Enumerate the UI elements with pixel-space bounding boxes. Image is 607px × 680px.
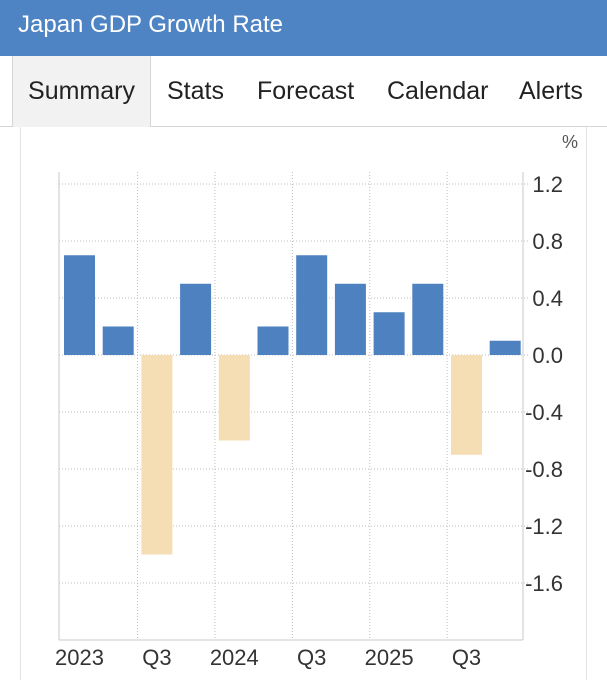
tab-alerts[interactable]: Alerts (519, 77, 583, 105)
y-tick-label: 0.4 (532, 286, 563, 311)
bar-2025-q1 (373, 312, 405, 355)
x-tick-label: Q3 (452, 645, 481, 670)
bar-2024-q1 (218, 355, 250, 441)
y-unit-label: % (562, 132, 578, 152)
bar-2024-q3 (296, 255, 328, 355)
x-tick-label: 2023 (55, 645, 104, 670)
bar-2023-q4 (180, 283, 212, 355)
y-tick-label: -1.6 (525, 571, 563, 596)
y-tick-label: -0.8 (525, 457, 563, 482)
bar-2023-q1 (64, 255, 95, 355)
chart-bars (64, 255, 521, 555)
tab-forecast[interactable]: Forecast (257, 77, 355, 105)
tab-summary[interactable]: Summary (12, 56, 151, 127)
bar-2025-q2 (412, 283, 444, 355)
chart-panel (20, 127, 587, 680)
bar-2024-q2 (257, 326, 289, 355)
tab-stats[interactable]: Stats (167, 77, 224, 105)
page-title: Japan GDP Growth Rate (18, 11, 284, 38)
y-tick-label: 1.2 (532, 172, 563, 197)
y-tick-label: -0.4 (525, 400, 563, 425)
y-tick-label: -1.2 (525, 514, 563, 539)
bar-2023-q2 (102, 326, 134, 355)
bar-2025-q4 (489, 340, 521, 355)
bar-2023-q3 (141, 355, 173, 555)
y-tick-label: 0.8 (532, 229, 563, 254)
x-tick-label: 2025 (365, 645, 414, 670)
chart-grid (58, 172, 529, 641)
x-tick-label: 2024 (210, 645, 259, 670)
tab-calendar[interactable]: Calendar (387, 77, 489, 105)
bar-2024-q4 (334, 283, 366, 355)
tab-bar: Summary Stats Forecast Calendar Alerts (0, 56, 607, 127)
x-tick-label: Q3 (297, 645, 326, 670)
app-header: Japan GDP Growth Rate (0, 0, 607, 56)
y-tick-label: 0.0 (532, 343, 563, 368)
chart-labels: 1.2 0.8 0.4 0.0 -0.4 -0.8 -1.2 -1.6% 2023 Q3 2024 Q… (55, 132, 578, 670)
x-tick-label: Q3 (142, 645, 171, 670)
bar-2025-q3 (451, 355, 482, 455)
